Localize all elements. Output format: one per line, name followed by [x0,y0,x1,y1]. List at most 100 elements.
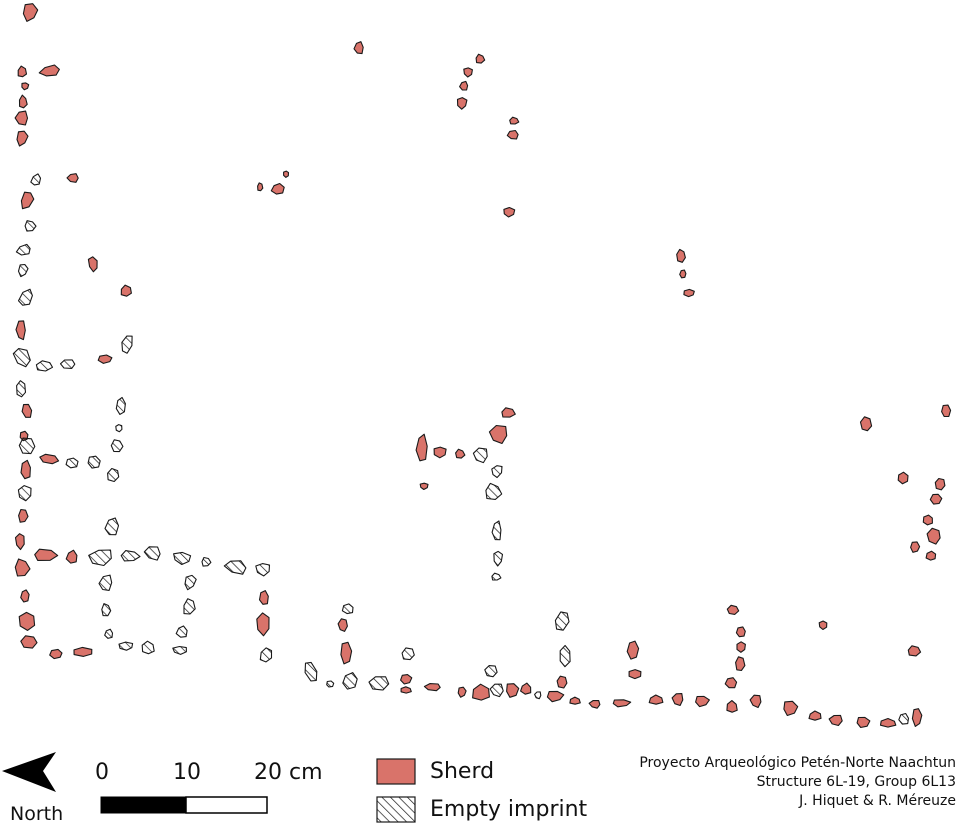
sherd [66,173,79,183]
sherd [463,67,473,78]
sherd [17,65,28,78]
empty-imprint [485,482,503,500]
empty-imprint [17,263,29,278]
sherd [16,130,29,147]
sherd [488,424,508,445]
sherd [783,700,799,717]
sherd [18,94,28,109]
sherd [14,533,25,551]
empty-imprint [101,603,112,617]
sherd [14,558,31,577]
scale-bar [100,796,268,814]
sherd [934,477,946,491]
sherd [859,416,873,432]
sherd [626,640,640,660]
sherd [879,717,897,728]
sherd [929,493,943,505]
empty-imprint [183,598,196,615]
sherd [20,635,38,649]
north-arrow-icon [2,752,56,792]
sherd [828,714,843,727]
sherd [400,686,412,694]
empty-imprint [88,549,112,567]
sherd [910,541,921,553]
empty-imprint [107,467,120,483]
empty-imprint [201,556,212,567]
sherd [648,694,664,705]
sherd [726,700,738,713]
empty-imprint [24,220,37,232]
sherd [20,191,35,210]
sherd [15,320,26,341]
empty-imprint [223,560,247,575]
sherd [455,448,466,459]
sherd [926,527,941,545]
imprint-swatch [376,796,416,823]
empty-imprint [554,611,570,631]
empty-imprint [172,645,187,655]
empty-imprint [15,243,31,256]
sherd [735,626,746,638]
sherd [588,699,601,709]
empty-imprint [493,550,504,567]
sherd [749,694,762,709]
empty-imprint [118,641,134,651]
sherd [907,645,922,657]
empty-imprint [401,647,415,661]
sherd [423,683,441,692]
scale-tick-20: 20 cm [254,760,323,785]
sherd [21,82,30,91]
sherd [856,716,871,729]
sherd [475,53,486,64]
sherd [39,453,60,465]
scale-tick-10: 10 [173,760,201,785]
sherd [256,612,270,637]
sherd [520,682,532,695]
sherd [340,641,353,665]
sherd [87,256,98,273]
sherd [65,549,78,564]
sherd [337,618,348,632]
sherd [911,708,923,727]
empty-imprint [59,359,76,369]
empty-imprint [175,625,188,638]
sherd [546,690,565,703]
empty-imprint [342,672,358,690]
scale-segment-white [185,796,268,814]
empty-imprint [341,603,354,615]
sherd [459,80,469,91]
sherd [897,471,909,485]
sherd [556,675,568,689]
sherd [628,669,642,680]
scale-segment-black [100,796,187,814]
sherd [73,646,93,657]
legend-label-sherd: Sherd [430,759,495,784]
legend-label-imprint: Empty imprint [430,797,588,822]
sherd [18,611,36,631]
empty-imprint [534,691,542,700]
sherd [695,695,710,708]
sherd [671,693,684,707]
empty-imprint [472,447,488,464]
sherd [353,41,364,55]
scale-tick-0: 0 [95,760,109,785]
empty-imprint [87,455,101,469]
feature-layer [12,3,952,729]
sherd [257,182,264,192]
sherd [818,620,828,631]
sherd [941,404,952,418]
sherd [808,710,822,721]
sherd [726,604,740,615]
empty-imprint [898,712,910,725]
empty-imprint [559,644,571,668]
empty-imprint [17,485,32,502]
sherd [506,129,519,140]
empty-imprint [12,347,31,368]
empty-imprint [30,173,42,186]
sherd [676,248,686,263]
empty-imprint [143,546,161,561]
empty-imprint [255,563,271,577]
empty-imprint [115,396,126,415]
